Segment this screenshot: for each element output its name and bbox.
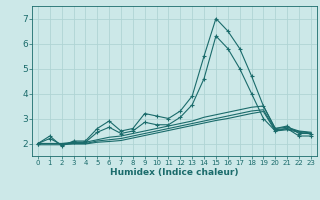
X-axis label: Humidex (Indice chaleur): Humidex (Indice chaleur) [110, 168, 239, 177]
